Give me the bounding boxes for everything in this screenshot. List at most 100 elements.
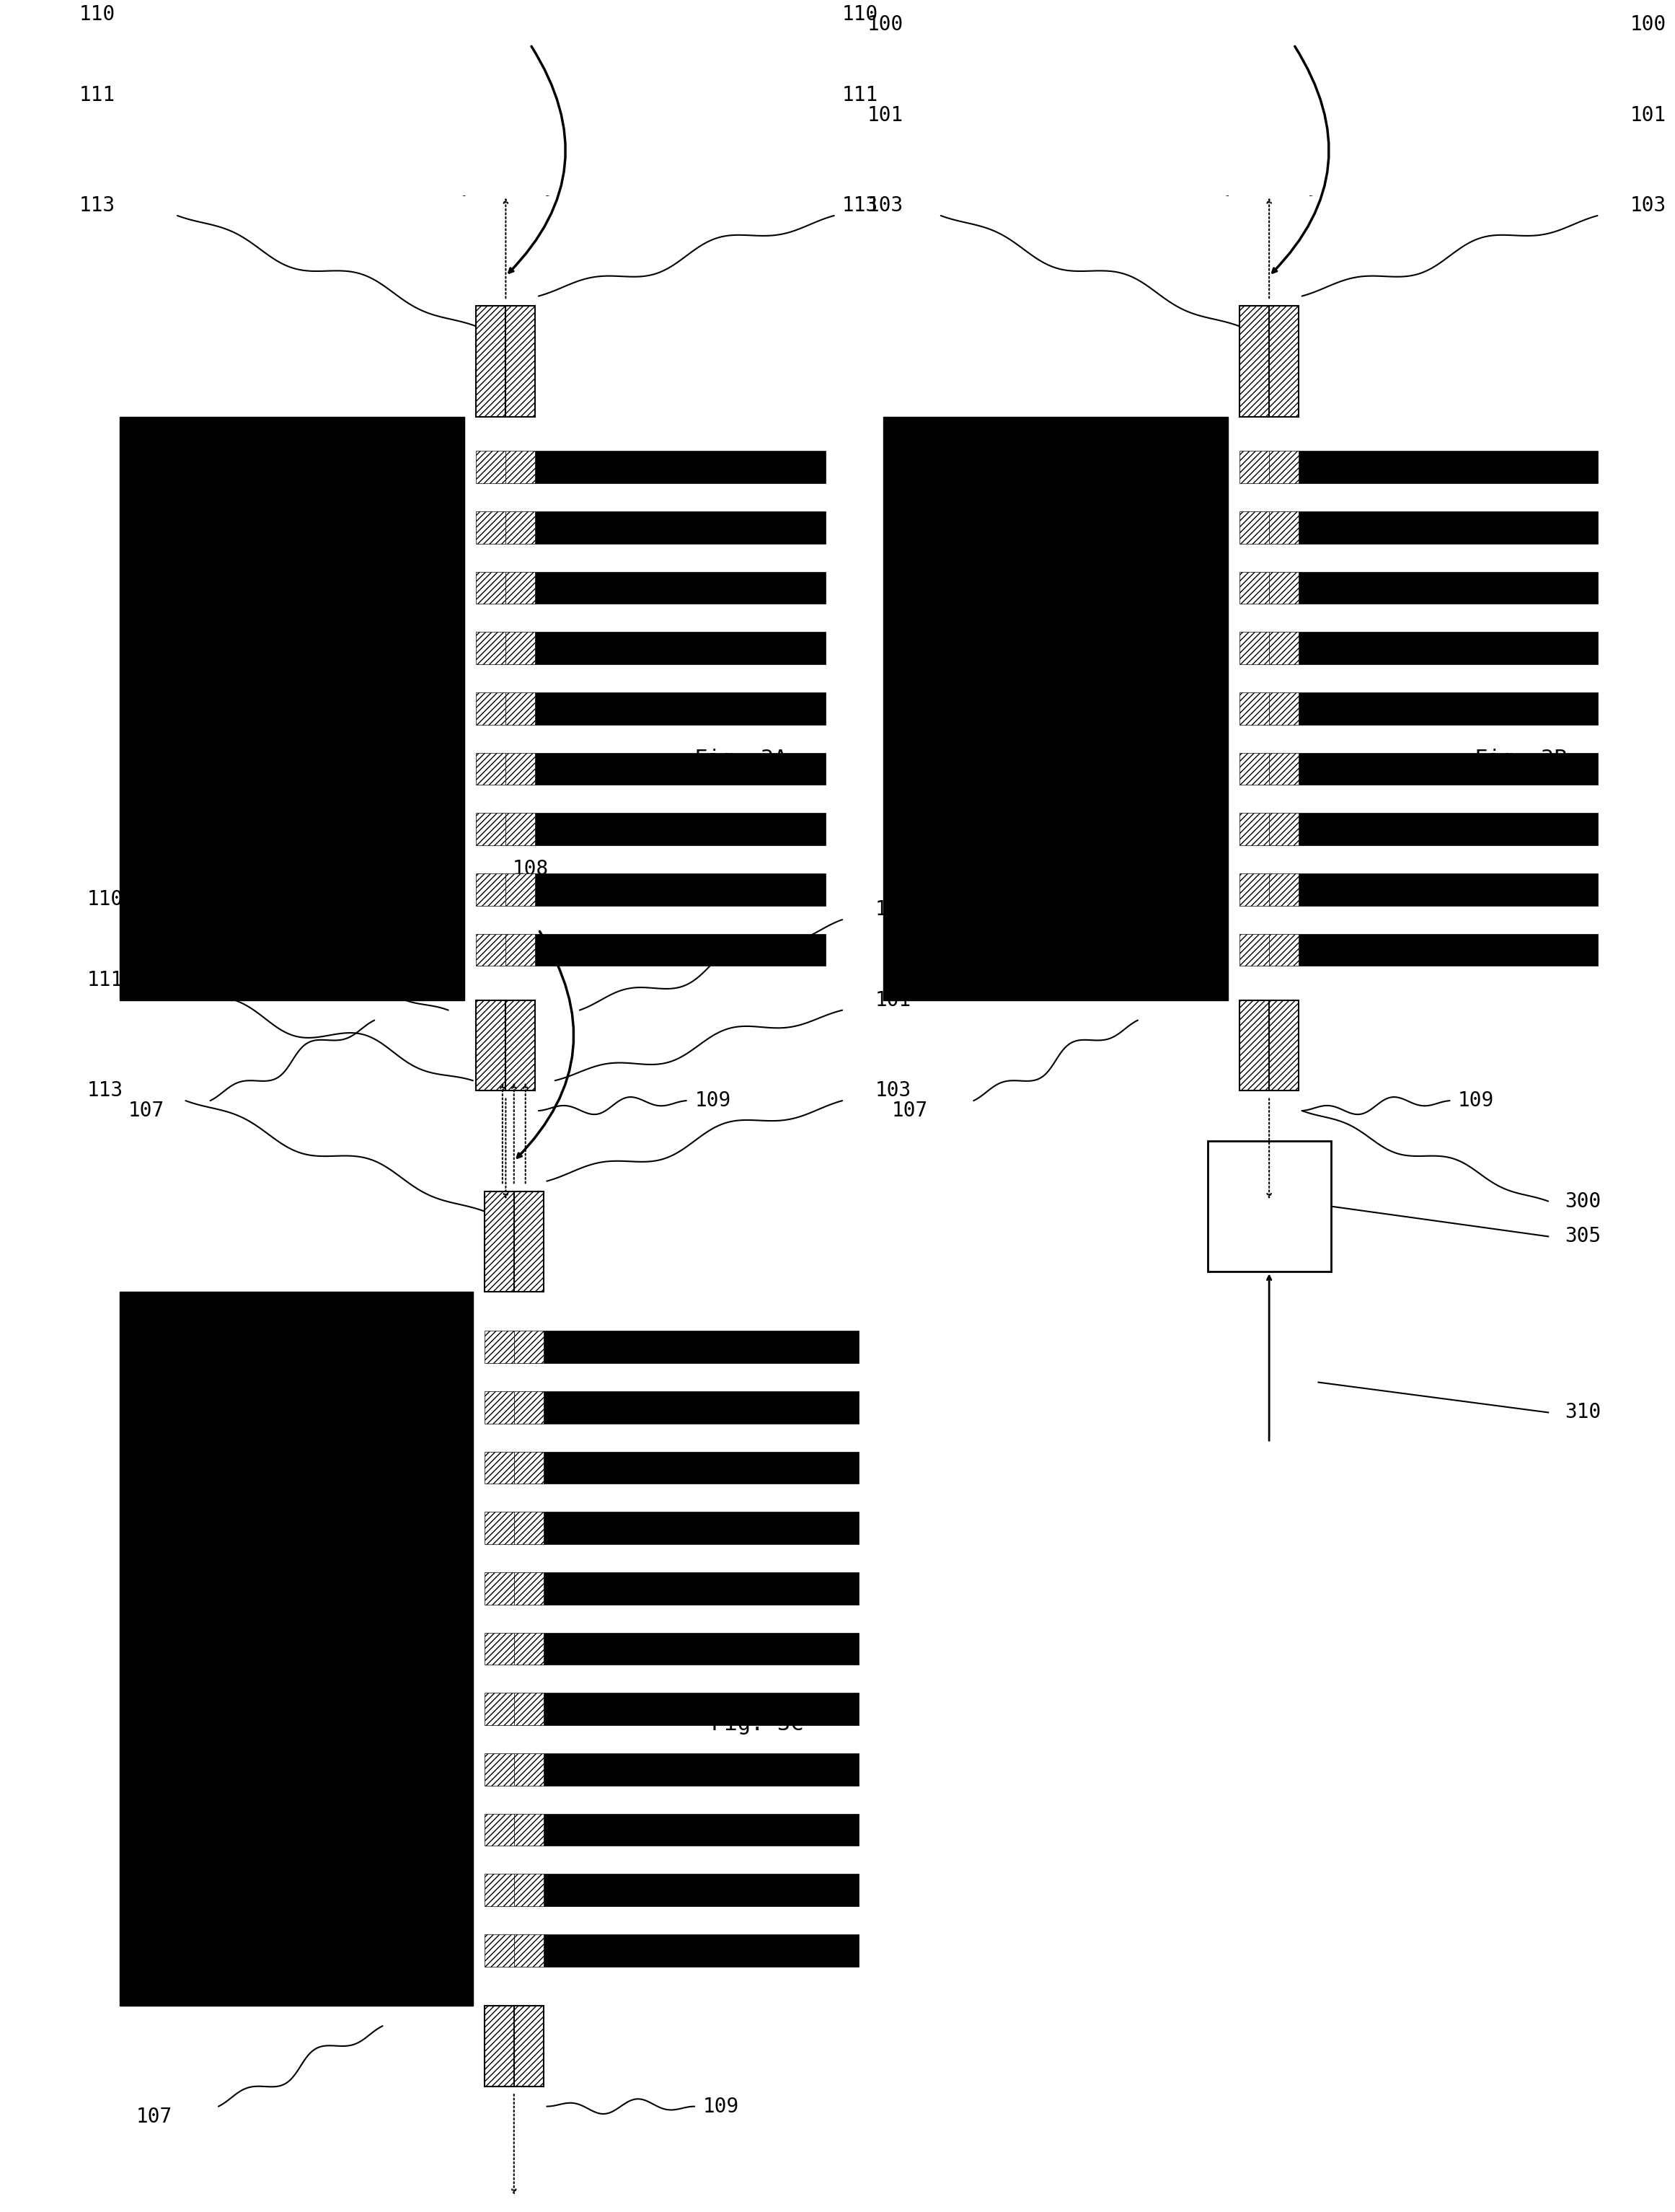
Bar: [484, 1192, 514, 1292]
Bar: [506, 933, 536, 967]
Bar: [484, 1573, 514, 1604]
Bar: [514, 1754, 543, 1785]
Bar: [514, 1192, 543, 1292]
Bar: [536, 814, 826, 845]
Bar: [121, 416, 464, 1000]
Bar: [536, 451, 826, 482]
Bar: [536, 874, 826, 905]
Bar: [514, 2006, 543, 2086]
Bar: [484, 1451, 514, 1484]
Bar: [514, 1692, 543, 1725]
Text: 113: 113: [843, 195, 878, 217]
Bar: [484, 1391, 514, 1425]
Bar: [1298, 451, 1598, 482]
Bar: [1298, 633, 1598, 664]
Bar: [1270, 1000, 1298, 1091]
Bar: [1270, 814, 1298, 845]
Text: 109: 109: [1457, 1091, 1494, 1110]
Text: 305: 305: [1564, 1225, 1601, 1248]
Bar: [1240, 571, 1270, 604]
Bar: [514, 1513, 543, 1544]
Bar: [476, 1000, 506, 1091]
Bar: [1270, 874, 1298, 905]
Bar: [1240, 933, 1270, 967]
Text: 107: 107: [136, 2106, 173, 2126]
Bar: [1240, 874, 1270, 905]
Bar: [484, 1513, 514, 1544]
Bar: [476, 933, 506, 967]
Bar: [476, 633, 506, 664]
Text: 111: 111: [87, 969, 124, 991]
Bar: [543, 1692, 859, 1725]
Bar: [1298, 752, 1598, 785]
Text: 101: 101: [874, 991, 911, 1011]
Bar: [1240, 305, 1270, 416]
Bar: [514, 1874, 543, 1907]
Bar: [484, 1874, 514, 1907]
Bar: [121, 1292, 472, 2006]
Text: 101: 101: [1630, 104, 1667, 126]
Text: 310: 310: [1564, 1402, 1601, 1422]
Bar: [1208, 1141, 1330, 1272]
Text: 100: 100: [868, 15, 903, 35]
Bar: [1298, 814, 1598, 845]
Text: 103: 103: [874, 1079, 911, 1102]
Bar: [1270, 933, 1298, 967]
Bar: [1298, 874, 1598, 905]
Bar: [543, 1332, 859, 1363]
Text: 107: 107: [891, 1102, 928, 1121]
Bar: [484, 1332, 514, 1363]
Bar: [543, 1513, 859, 1544]
Bar: [1298, 511, 1598, 544]
Text: 100: 100: [874, 900, 911, 920]
Bar: [543, 1391, 859, 1425]
Text: 101: 101: [868, 104, 903, 126]
Bar: [543, 1936, 859, 1966]
Bar: [476, 511, 506, 544]
Bar: [1240, 692, 1270, 726]
Text: 103: 103: [1630, 195, 1667, 217]
Bar: [536, 633, 826, 664]
Bar: [514, 1936, 543, 1966]
Bar: [506, 511, 536, 544]
Bar: [506, 814, 536, 845]
Text: 107: 107: [127, 1102, 164, 1121]
Bar: [1270, 305, 1298, 416]
Bar: [543, 1754, 859, 1785]
Text: 100: 100: [1630, 15, 1667, 35]
Bar: [476, 814, 506, 845]
Bar: [484, 1692, 514, 1725]
Text: 109: 109: [695, 1091, 730, 1110]
Bar: [543, 1451, 859, 1484]
Bar: [536, 933, 826, 967]
Text: 103: 103: [868, 195, 903, 217]
Bar: [514, 1573, 543, 1604]
Bar: [476, 305, 506, 416]
Bar: [536, 511, 826, 544]
Text: 111: 111: [843, 84, 878, 104]
Text: Fig. 3A: Fig. 3A: [695, 748, 787, 770]
Bar: [1240, 451, 1270, 482]
Bar: [506, 752, 536, 785]
Bar: [484, 1632, 514, 1666]
Bar: [1240, 1000, 1270, 1091]
Bar: [543, 1632, 859, 1666]
Bar: [1270, 511, 1298, 544]
Bar: [1270, 451, 1298, 482]
Bar: [506, 305, 536, 416]
Bar: [536, 571, 826, 604]
Bar: [476, 571, 506, 604]
Bar: [484, 1936, 514, 1966]
Bar: [1298, 571, 1598, 604]
Bar: [514, 1391, 543, 1425]
Bar: [1240, 814, 1270, 845]
Bar: [484, 1814, 514, 1847]
Bar: [543, 1573, 859, 1604]
Bar: [484, 2006, 514, 2086]
Text: 113: 113: [79, 195, 116, 217]
Bar: [883, 416, 1228, 1000]
Bar: [1240, 633, 1270, 664]
Bar: [1240, 511, 1270, 544]
Bar: [476, 692, 506, 726]
Bar: [1298, 692, 1598, 726]
